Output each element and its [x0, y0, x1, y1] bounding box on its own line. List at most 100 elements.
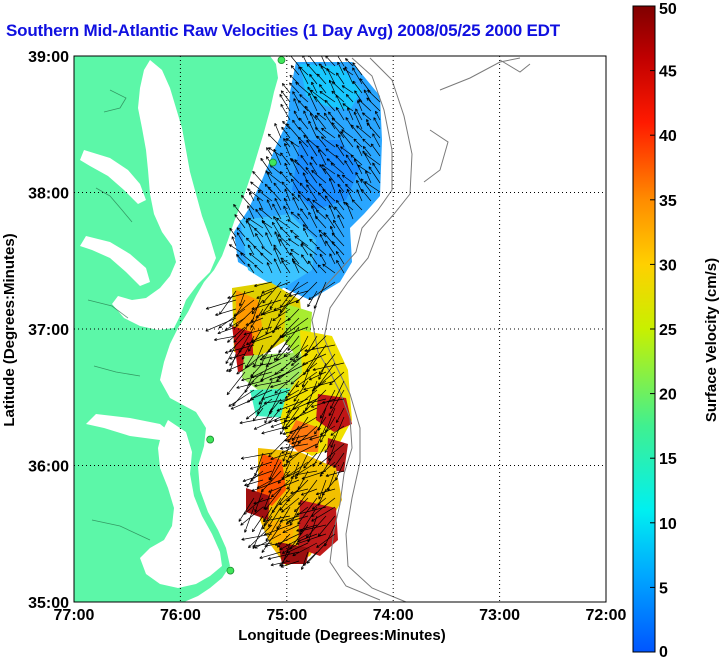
velocity-arrow: [262, 281, 282, 304]
velocity-arrow: [323, 112, 336, 130]
velocity-arrow: [335, 107, 345, 121]
velocity-arrow: [258, 207, 273, 220]
y-axis-ticks: 39:00 38:00 37:00 36:00 35:00: [28, 49, 69, 612]
velocity-arrow: [304, 344, 336, 353]
velocity-arrow: [300, 208, 309, 220]
velocity-arrow: [273, 247, 282, 265]
velocity-arrow: [281, 542, 300, 554]
velocity-arrow: [281, 83, 291, 94]
velocity-arrow: [281, 260, 291, 274]
velocity-arrow: [318, 479, 327, 500]
velocity-arrow: [297, 533, 318, 543]
velocity-arrow: [218, 308, 246, 329]
velocity-arrow: [330, 416, 345, 448]
velocity-arrow: [240, 252, 255, 265]
velocity-arrow: [335, 155, 345, 166]
velocity-arrow: [328, 389, 345, 417]
velocity-arrow: [253, 416, 282, 430]
velocity-arrow: [361, 112, 372, 121]
velocity-arrow: [309, 73, 318, 85]
velocity-arrow: [262, 515, 273, 530]
velocity-arrow: [267, 171, 282, 184]
velocity-arrow: [267, 551, 300, 560]
velocity-arrow: [309, 434, 327, 441]
velocity-arrow: [256, 290, 273, 299]
velocity-arrow: [363, 89, 372, 103]
colorbar-label: Surface Velocity (cm/s): [703, 258, 720, 422]
x-axis-ticks: 77:00 76:00 75:00 74:00 73:00 72:00: [54, 607, 627, 624]
velocity-arrow: [318, 353, 336, 375]
velocity-arrow: [249, 461, 273, 470]
velocity-arrow: [312, 362, 345, 372]
velocity-arrow: [328, 177, 336, 193]
velocity-arrow: [287, 238, 300, 247]
velocity-arrow: [295, 81, 309, 94]
station-marker: [206, 435, 215, 444]
velocity-arrow: [247, 244, 255, 256]
velocity-arrow: [240, 506, 264, 526]
velocity-arrow: [356, 189, 363, 202]
velocity-arrow: [307, 260, 318, 274]
velocity-arrow: [323, 167, 336, 184]
velocity-arrow: [227, 290, 255, 300]
velocity-arrow: [321, 164, 336, 175]
velocity-arrow: [292, 119, 300, 130]
velocity-arrow: [344, 66, 354, 85]
velocity-arrow: [284, 434, 309, 442]
velocity-arrow: [274, 416, 291, 423]
pamlico-sound: [140, 420, 222, 588]
velocity-arrow: [290, 461, 318, 479]
velocity-arrow: [234, 214, 246, 229]
colorbar-tick-label: 0: [659, 644, 668, 659]
velocity-arrow: [307, 86, 318, 103]
velocity-arrow: [362, 145, 372, 157]
velocity-arrow: [293, 110, 300, 121]
velocity-arrow: [283, 138, 291, 148]
velocity-arrow: [290, 141, 300, 157]
velocity-arrow: [366, 122, 381, 139]
velocity-arrow: [345, 202, 354, 220]
velocity-arrow: [319, 389, 336, 419]
y-tick-label: 35:00: [28, 595, 69, 612]
velocity-arrow: [331, 81, 345, 94]
velocity-arrow: [273, 258, 282, 274]
velocity-arrow: [275, 217, 291, 229]
velocity-arrow: [255, 208, 264, 220]
velocity-arrow: [287, 335, 300, 351]
colorbar-tick-label: 45: [659, 64, 677, 81]
velocity-arrow: [319, 90, 336, 103]
velocity-arrow: [213, 335, 237, 342]
velocity-arrow: [307, 515, 318, 543]
velocity-arrow: [273, 182, 282, 193]
velocity-arrow: [226, 362, 246, 372]
velocity-arrow: [373, 117, 381, 130]
velocity-arrow: [273, 148, 282, 166]
velocity-arrow: [309, 253, 318, 265]
velocity-arrow: [291, 192, 300, 202]
velocity-arrow: [279, 93, 291, 112]
velocity-arrow: [308, 92, 318, 112]
velocity-arrow: [272, 308, 291, 322]
velocity-arrow: [311, 81, 318, 94]
velocity-arrow: [366, 97, 381, 112]
velocity-arrow: [351, 199, 363, 211]
velocity-arrow: [297, 100, 309, 112]
velocity-arrow: [336, 259, 345, 274]
velocity-arrow: [352, 62, 363, 76]
velocity-arrow: [300, 243, 309, 256]
velocity-arrow: [312, 199, 327, 211]
velocity-arrow: [290, 249, 300, 256]
velocity-arrow: [241, 335, 255, 360]
velocity-arrow: [271, 221, 282, 238]
velocity-arrow: [325, 470, 345, 477]
velocity-arrow: [277, 234, 291, 247]
velocity-arrow: [267, 186, 282, 202]
x-tick-label: 74:00: [373, 607, 414, 624]
velocity-arrow: [294, 497, 309, 513]
velocity-arrow: [279, 443, 309, 450]
velocity-arrow: [307, 197, 318, 211]
velocity-cell: [242, 352, 306, 390]
velocity-arrow: [299, 524, 327, 533]
velocity-arrow: [364, 153, 381, 166]
velocity-arrow: [345, 94, 354, 103]
